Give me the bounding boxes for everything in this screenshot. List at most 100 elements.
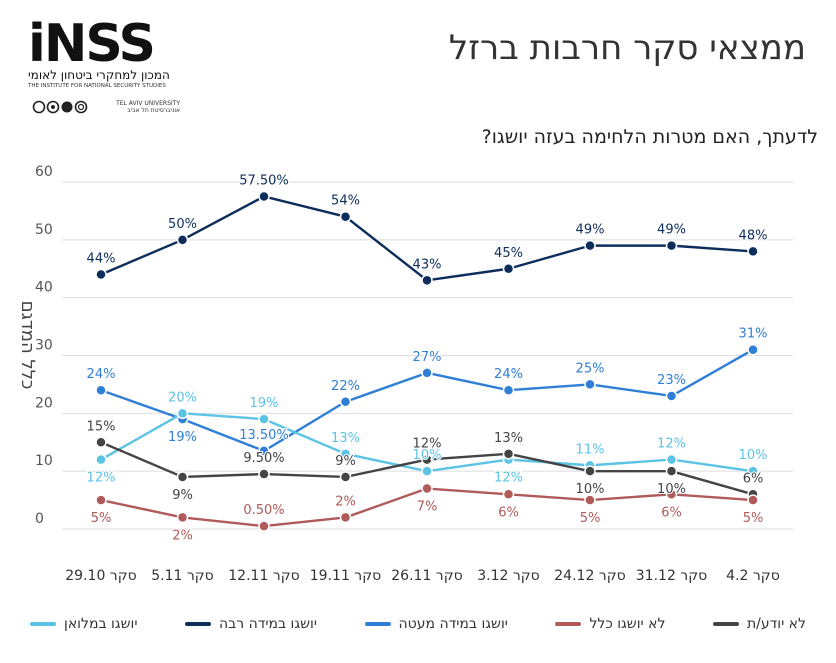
legend-label: יושגו במידה רבה (218, 616, 317, 632)
data-label: 12% (413, 437, 442, 452)
data-label: 13% (331, 431, 360, 446)
data-label: 49% (576, 223, 605, 238)
logo-circles-icon (32, 100, 88, 114)
data-point (421, 465, 433, 477)
survey-question: לדעתך, האם מטרות הלחימה בעזה יושגו? (481, 126, 818, 148)
y-tick-label: 40 (35, 280, 53, 296)
y-tick-label: 30 (35, 338, 53, 354)
data-label: 57.50% (239, 173, 289, 188)
logo-university-he: אוניברסיטת תל אביב (127, 107, 180, 114)
data-point (339, 448, 352, 460)
data-label: 43% (413, 257, 442, 272)
data-point (747, 465, 759, 477)
legend-item: יושגו במידה רבה (184, 612, 317, 636)
data-label: 6% (661, 505, 682, 520)
y-tick-label: 50 (35, 222, 53, 238)
data-label: 10% (576, 482, 605, 497)
data-label: 9% (335, 454, 356, 469)
data-label: 44% (87, 252, 116, 267)
data-label: 48% (739, 228, 768, 243)
data-point (258, 520, 270, 532)
data-point (502, 263, 515, 275)
data-label: 5% (580, 511, 601, 526)
data-point (339, 471, 352, 483)
data-label: 10% (739, 448, 768, 463)
data-label: 5% (91, 511, 112, 526)
data-point (176, 471, 189, 483)
data-label: 49% (657, 223, 686, 238)
y-tick-label: 20 (35, 395, 53, 411)
chart-legend: לא יודע/ת לא יושגו כלל יושגו במידה מעטה יוש… (30, 612, 806, 636)
legend-swatch (555, 622, 582, 626)
data-label: 12% (657, 437, 686, 452)
data-label: 2% (335, 494, 356, 509)
y-tick-label: 10 (35, 453, 53, 469)
data-label: 22% (331, 379, 360, 394)
data-point (747, 494, 759, 506)
data-label: 27% (413, 350, 442, 365)
data-label: 13% (494, 431, 523, 446)
x-tick-label: סקר 31.12 (636, 568, 707, 584)
y-tick-label: 0 (35, 511, 44, 527)
data-point (95, 453, 107, 466)
data-point (421, 367, 433, 379)
logo-university: TEL AVIV UNIVERSITY אוניברסיטת תל אביב (100, 100, 180, 114)
data-point (502, 488, 515, 501)
data-label: 6% (743, 471, 764, 486)
data-label: 19% (250, 396, 279, 411)
data-label: 50% (168, 217, 197, 232)
data-label: 15% (87, 419, 116, 434)
data-point (95, 384, 107, 396)
data-point (665, 453, 678, 466)
x-tick-label: סקר 5.11 (151, 568, 214, 584)
data-label: 6% (498, 505, 519, 520)
data-label: 54% (331, 194, 360, 209)
data-point (258, 413, 270, 425)
data-label: 45% (494, 246, 523, 261)
y-tick-label: 60 (35, 164, 53, 180)
data-label: 24% (87, 367, 116, 382)
data-point (339, 396, 352, 408)
logo-university-en: TEL AVIV UNIVERSITY (116, 100, 180, 107)
logo-mark: iNSS (28, 14, 156, 74)
data-point (258, 190, 270, 203)
data-point (584, 378, 596, 391)
data-point (665, 488, 678, 501)
data-label: 12% (494, 471, 523, 486)
data-label: 23% (657, 373, 686, 388)
data-point (584, 494, 596, 506)
logo-english-name: THE INSTITUTE FOR NATIONAL SECURITY STUD… (28, 83, 166, 89)
x-tick-label: סקר 4.2 (726, 568, 780, 584)
data-point (176, 511, 189, 524)
data-label: 5% (743, 511, 764, 526)
legend-swatch (712, 622, 739, 626)
data-point (258, 468, 270, 480)
legend-swatch (30, 622, 56, 626)
data-label: 31% (739, 327, 768, 342)
data-point (258, 445, 270, 457)
data-label: 9% (172, 488, 193, 503)
data-point (665, 390, 678, 402)
legend-item: יושגו במלואן (30, 612, 137, 636)
data-point (421, 274, 433, 287)
legend-label: לא יודע/ת (746, 616, 806, 632)
data-label: 11% (576, 442, 605, 457)
x-tick-label: סקר 26.11 (391, 568, 462, 584)
data-point (339, 210, 352, 223)
legend-label: לא יושגו כלל (589, 616, 666, 632)
data-point (176, 234, 189, 246)
data-label: 10% (657, 482, 686, 497)
data-label: 20% (168, 390, 197, 405)
data-point (95, 268, 107, 281)
data-point (665, 465, 678, 477)
legend-item: לא יודע/ת (712, 612, 806, 636)
legend-label: יושגו במלואן (64, 616, 138, 632)
data-point (176, 407, 189, 420)
data-point (95, 494, 107, 506)
data-point (421, 453, 433, 466)
data-point (502, 384, 515, 396)
legend-item: לא יושגו כלל (555, 612, 665, 636)
data-label: 13.50% (239, 428, 289, 443)
data-label: 0.50% (243, 503, 284, 518)
data-label: 9.50% (243, 451, 284, 466)
